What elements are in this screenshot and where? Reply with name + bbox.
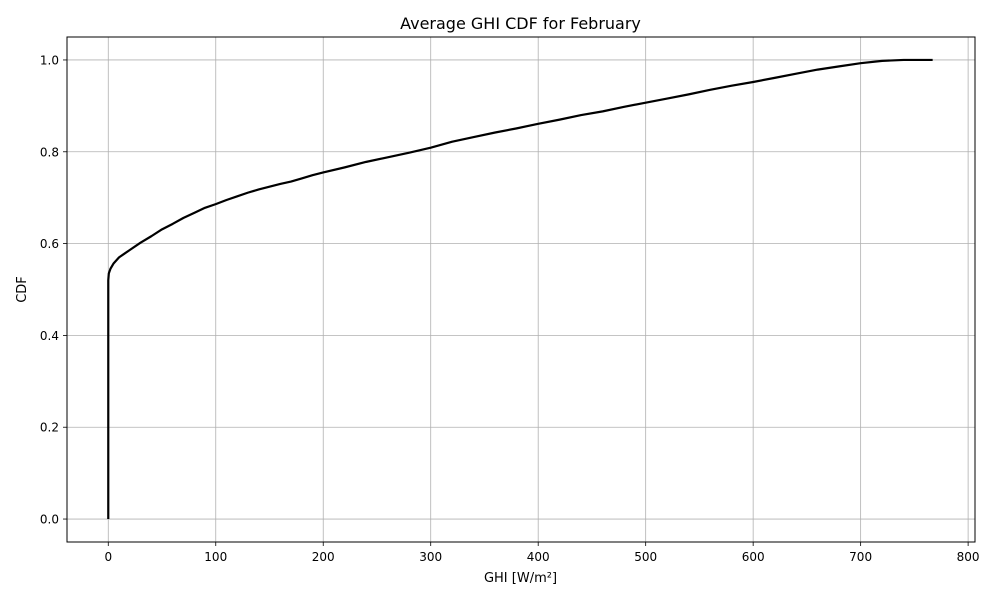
x-tick-label: 200 [312, 550, 335, 564]
y-tick-label: 0.0 [40, 513, 59, 527]
x-axis-label: GHI [W/m²] [484, 571, 557, 586]
grid-lines [67, 37, 975, 542]
axis-ticks: 0 100 200 300 400 500 600 700 800 0.0 0.2 0.4 0.6 0.8… [40, 53, 980, 564]
data-layer [107, 58, 933, 520]
x-tick-label: 500 [634, 550, 657, 564]
plot-frame [66, 36, 976, 543]
chart-title: Average GHI CDF for February [400, 14, 641, 33]
cdf-line [107, 58, 933, 520]
y-tick-label: 0.2 [40, 421, 59, 435]
x-tick-label: 700 [849, 550, 872, 564]
y-tick-label: 0.4 [40, 329, 59, 343]
x-tick-label: 800 [957, 550, 980, 564]
x-tick-label: 100 [204, 550, 227, 564]
x-tick-label: 300 [419, 550, 442, 564]
y-axis-label: CDF [15, 276, 30, 303]
x-tick-label: 600 [742, 550, 765, 564]
y-tick-label: 1.0 [40, 53, 59, 67]
x-tick-label: 400 [527, 550, 550, 564]
x-tick-label: 0 [104, 550, 112, 564]
y-tick-label: 0.8 [40, 145, 59, 159]
y-tick-label: 0.6 [40, 237, 59, 251]
